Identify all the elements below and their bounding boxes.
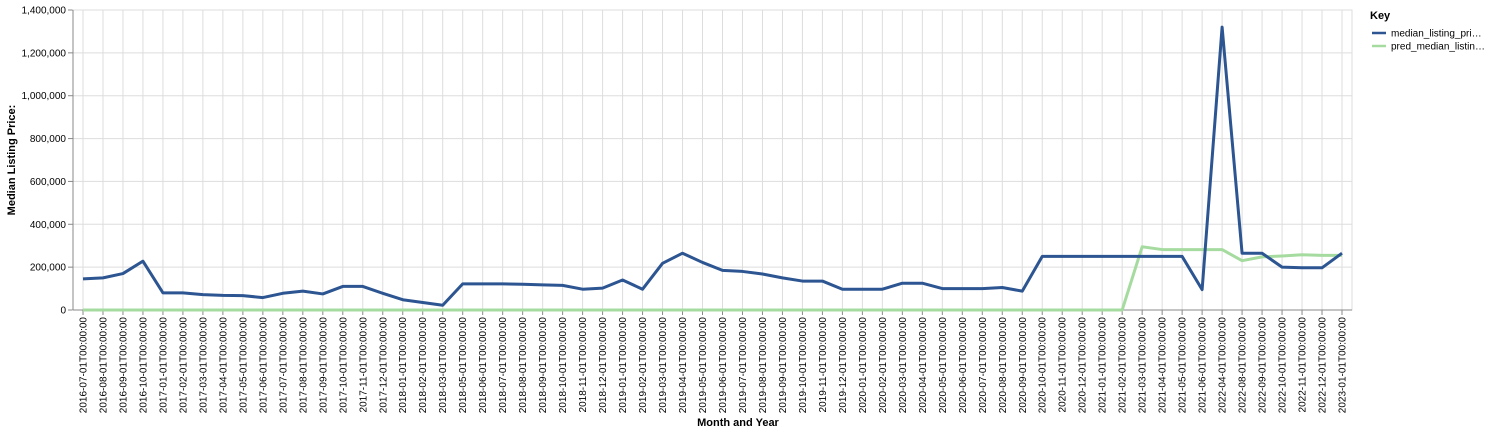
y-tick-label: 1,200,000 (22, 48, 67, 59)
x-tick-label: 2020-02-01T00:00:00 (878, 317, 889, 414)
x-tick-label: 2019-02-01T00:00:00 (638, 317, 649, 414)
y-axis-title: Median Listing Price: (6, 105, 18, 216)
x-tick-label: 2016-10-01T00:00:00 (138, 317, 149, 414)
x-axis-title: Month and Year (697, 417, 779, 429)
x-tick-label: 2019-01-01T00:00:00 (618, 317, 629, 414)
legend-label: pred_median_listin… (1391, 42, 1485, 53)
y-tick-label: 1,000,000 (22, 91, 67, 102)
x-tick-label: 2018-02-01T00:00:00 (418, 317, 429, 414)
x-tick-label: 2018-08-01T00:00:00 (518, 317, 529, 414)
x-tick-label: 2019-04-01T00:00:00 (678, 317, 689, 414)
x-tick-label: 2022-10-01T00:00:00 (1278, 317, 1289, 414)
x-tick-label: 2019-06-01T00:00:00 (718, 317, 729, 414)
x-tick-label: 2017-03-01T00:00:00 (198, 317, 209, 414)
x-tick-label: 2022-08-01T00:00:00 (1238, 317, 1249, 414)
x-tick-label: 2022-11-01T00:00:00 (1298, 317, 1309, 413)
x-tick-label: 2020-06-01T00:00:00 (958, 317, 969, 414)
x-tick-label: 2017-02-01T00:00:00 (178, 317, 189, 414)
x-tick-label: 2022-12-01T00:00:00 (1318, 317, 1329, 414)
x-tick-label: 2016-07-01T00:00:00 (78, 317, 89, 414)
x-tick-label: 2019-05-01T00:00:00 (698, 317, 709, 414)
x-tick-label: 2020-05-01T00:00:00 (938, 317, 949, 414)
x-tick-label: 2021-01-01T00:00:00 (1098, 317, 1109, 414)
x-tick-label: 2020-04-01T00:00:00 (918, 317, 929, 414)
x-tick-label: 2017-04-01T00:00:00 (218, 317, 229, 414)
x-tick-label: 2021-06-01T00:00:00 (1198, 317, 1209, 414)
x-tick-label: 2019-12-01T00:00:00 (838, 317, 849, 414)
series-line (82, 25, 1343, 307)
x-tick-label: 2021-02-01T00:00:00 (1118, 317, 1129, 414)
x-tick-label: 2020-12-01T00:00:00 (1078, 317, 1089, 414)
legend-title: Key (1370, 10, 1391, 22)
x-tick-label: 2018-03-01T00:00:00 (438, 317, 449, 414)
x-tick-label: 2017-05-01T00:00:00 (238, 317, 249, 414)
x-tick-label: 2022-09-01T00:00:00 (1258, 317, 1269, 414)
x-tick-label: 2019-09-01T00:00:00 (778, 317, 789, 414)
x-tick-label: 2019-10-01T00:00:00 (798, 317, 809, 414)
x-tick-label: 2021-04-01T00:00:00 (1158, 317, 1169, 414)
x-tick-label: 2019-11-01T00:00:00 (818, 317, 829, 413)
x-tick-label: 2020-03-01T00:00:00 (898, 317, 909, 414)
x-tick-label: 2020-08-01T00:00:00 (998, 317, 1009, 414)
x-tick-label: 2018-09-01T00:00:00 (538, 317, 549, 414)
series-line (82, 245, 1343, 312)
x-tick-label: 2017-07-01T00:00:00 (278, 317, 289, 414)
x-tick-label: 2018-01-01T00:00:00 (398, 317, 409, 414)
x-tick-label: 2018-05-01T00:00:00 (458, 317, 469, 414)
x-tick-label: 2020-07-01T00:00:00 (978, 317, 989, 414)
x-tick-label: 2021-03-01T00:00:00 (1138, 317, 1149, 414)
y-tick-label: 400,000 (30, 220, 67, 231)
x-tick-label: 2017-12-01T00:00:00 (378, 317, 389, 414)
x-tick-label: 2019-08-01T00:00:00 (758, 317, 769, 414)
x-tick-label: 2018-11-01T00:00:00 (578, 317, 589, 413)
x-tick-label: 2017-09-01T00:00:00 (318, 317, 329, 414)
y-tick-label: 0 (60, 306, 66, 317)
x-tick-label: 2017-11-01T00:00:00 (358, 317, 369, 413)
x-tick-label: 2017-01-01T00:00:00 (158, 317, 169, 414)
x-tick-label: 2021-05-01T00:00:00 (1178, 317, 1189, 414)
legend-label: median_listing_pri… (1391, 29, 1482, 40)
x-tick-label: 2019-03-01T00:00:00 (658, 317, 669, 414)
x-tick-label: 2017-08-01T00:00:00 (298, 317, 309, 414)
x-tick-label: 2023-01-01T00:00:00 (1338, 317, 1349, 414)
x-tick-label: 2020-09-01T00:00:00 (1018, 317, 1029, 414)
x-tick-label: 2016-08-01T00:00:00 (98, 317, 109, 414)
x-tick-label: 2020-11-01T00:00:00 (1058, 317, 1069, 413)
y-tick-label: 800,000 (30, 134, 67, 145)
y-tick-label: 1,400,000 (22, 6, 67, 17)
x-tick-label: 2018-07-01T00:00:00 (498, 317, 509, 414)
y-tick-label: 200,000 (30, 263, 67, 274)
x-tick-label: 2018-06-01T00:00:00 (478, 317, 489, 414)
x-tick-label: 2017-10-01T00:00:00 (338, 317, 349, 414)
x-tick-label: 2020-01-01T00:00:00 (858, 317, 869, 414)
y-tick-label: 600,000 (30, 177, 67, 188)
x-tick-label: 2020-10-01T00:00:00 (1038, 317, 1049, 414)
x-tick-label: 2016-09-01T00:00:00 (118, 317, 129, 414)
x-tick-label: 2019-07-01T00:00:00 (738, 317, 749, 414)
x-tick-label: 2018-12-01T00:00:00 (598, 317, 609, 414)
x-tick-label: 2022-04-01T00:00:00 (1218, 317, 1229, 414)
x-tick-label: 2017-06-01T00:00:00 (258, 317, 269, 414)
x-tick-label: 2018-10-01T00:00:00 (558, 317, 569, 414)
